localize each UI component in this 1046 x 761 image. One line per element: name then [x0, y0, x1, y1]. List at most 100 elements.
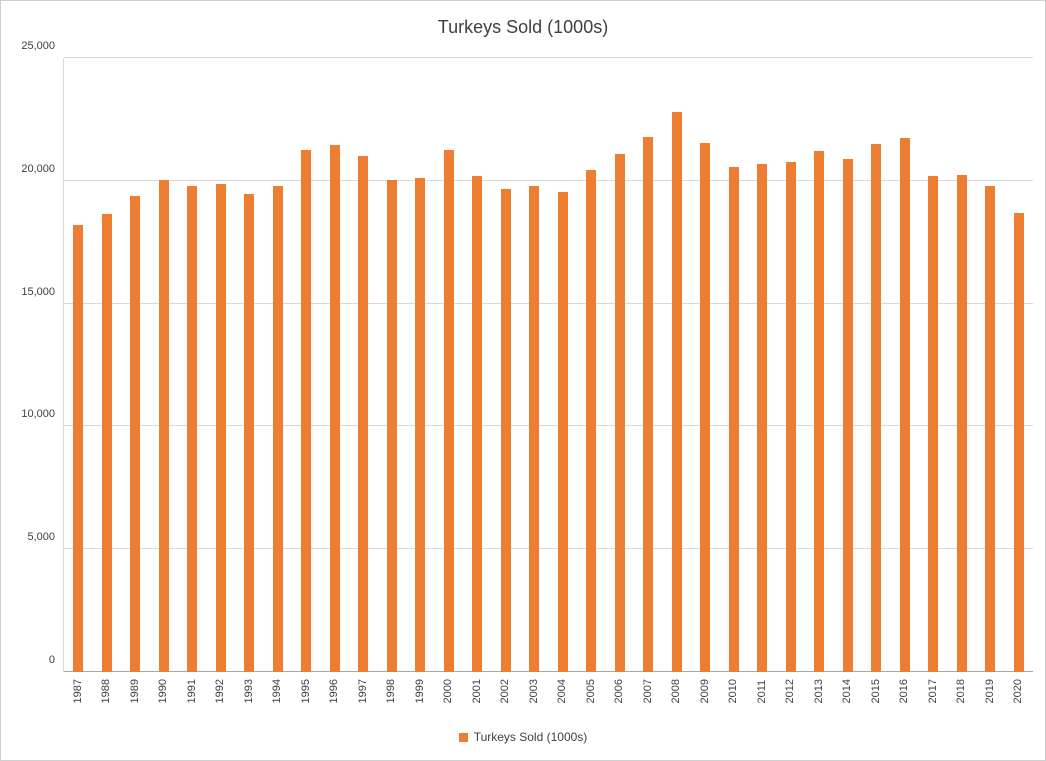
x-axis-label: 2002: [499, 679, 512, 704]
x-axis-label-cell: 2017: [919, 679, 948, 703]
bar-cell: [406, 58, 435, 672]
bar-1996: [329, 145, 340, 672]
bar-2011: [757, 163, 768, 672]
bar-2004: [557, 191, 568, 672]
bar-2003: [529, 185, 540, 672]
plot-area: 0 5,000 10,000 15,000 20,000 25,000 1987 1988 19…: [21, 40, 1033, 703]
gridline: [64, 425, 1033, 427]
x-axis-label: 1995: [299, 679, 312, 704]
x-axis-label-cell: 2009: [691, 679, 720, 703]
x-axis-label-cell: 2005: [577, 679, 606, 703]
y-axis-tick-label: 5,000: [27, 531, 55, 544]
x-axis-label: 2007: [641, 679, 654, 704]
bar-cell: [805, 58, 834, 672]
bar-series: [64, 58, 1033, 672]
bar-cell: [150, 58, 179, 672]
bar-2013: [814, 151, 825, 672]
bar-cell: [891, 58, 920, 672]
x-axis-label-cell: 2014: [834, 679, 863, 703]
x-axis-label: 1996: [328, 679, 341, 704]
x-axis-label-cell: 2013: [805, 679, 834, 703]
legend-swatch-icon: [458, 732, 468, 742]
chart-title: Turkeys Sold (1000s): [437, 17, 609, 37]
x-axis-label: 2016: [898, 679, 911, 704]
bar-1998: [386, 179, 397, 672]
x-axis-label: 2018: [955, 679, 968, 704]
bar-cell: [948, 58, 977, 672]
bar-cell: [663, 58, 692, 672]
bar-cell: [606, 58, 635, 672]
x-axis-label-cell: 2010: [720, 679, 749, 703]
x-axis-label-cell: 1997: [349, 679, 378, 703]
bar-1997: [358, 156, 369, 672]
gridline: [64, 179, 1033, 181]
x-axis-label: 1999: [413, 679, 426, 704]
x-axis-label-cell: 1992: [207, 679, 236, 703]
x-axis-label: 1991: [185, 679, 198, 704]
bar-1989: [130, 195, 141, 672]
x-axis-label-cell: 2015: [862, 679, 891, 703]
bar-cell: [349, 58, 378, 672]
bar-1999: [415, 178, 426, 672]
x-axis-label-cell: 2006: [606, 679, 635, 703]
bar-cell: [748, 58, 777, 672]
bar-2009: [700, 142, 711, 672]
bar-cell: [235, 58, 264, 672]
bar-2005: [586, 169, 597, 672]
bar-cell: [777, 58, 806, 672]
x-axis-label: 2003: [527, 679, 540, 704]
x-axis-label-cell: 2002: [492, 679, 521, 703]
bar-2015: [871, 143, 882, 672]
x-axis-label-cell: 1996: [321, 679, 350, 703]
bar-cell: [93, 58, 122, 672]
gridline: [64, 548, 1033, 550]
bar-cell: [207, 58, 236, 672]
gridline: [64, 302, 1033, 304]
bar-2002: [500, 189, 511, 672]
bar-2014: [842, 158, 853, 672]
gridline: [64, 671, 1033, 672]
bar-cell: [834, 58, 863, 672]
x-axis-label: 1988: [100, 679, 113, 704]
x-axis-label-cell: 2008: [663, 679, 692, 703]
x-axis-label: 1997: [356, 679, 369, 704]
bar-cell: [292, 58, 321, 672]
bar-2012: [785, 162, 796, 672]
x-axis-label-cell: 1994: [264, 679, 293, 703]
x-axis-label: 2010: [727, 679, 740, 704]
bar-cell: [862, 58, 891, 672]
x-axis-label: 1998: [385, 679, 398, 704]
y-axis-tick-label: 15,000: [21, 285, 55, 298]
bar-cell: [720, 58, 749, 672]
x-axis-label-cell: 2000: [435, 679, 464, 703]
bar-2018: [956, 174, 967, 672]
bar-1990: [158, 179, 169, 672]
bar-cell: [463, 58, 492, 672]
x-axis-label-cell: 1988: [93, 679, 122, 703]
y-axis-tick-label: 0: [48, 654, 55, 666]
x-axis-label-cell: 1990: [150, 679, 179, 703]
x-axis-label-cell: 2012: [777, 679, 806, 703]
x-axis-label: 2013: [812, 679, 825, 704]
bar-2016: [899, 137, 910, 672]
y-axis-tick-label: 10,000: [21, 408, 55, 421]
x-axis-labels: 1987 1988 1989 1990 1991 1992 1993 1994 1995 1996…: [64, 679, 1033, 703]
x-axis-label: 2009: [698, 679, 711, 704]
bar-cell: [435, 58, 464, 672]
x-axis-label: 2000: [442, 679, 455, 704]
x-axis-label-cell: 2019: [976, 679, 1005, 703]
bar-cell: [321, 58, 350, 672]
x-axis-label-cell: 2011: [748, 679, 777, 704]
x-axis-label: 1990: [157, 679, 170, 704]
y-axis-tick-label: 20,000: [21, 162, 55, 175]
x-axis-label: 1993: [242, 679, 255, 704]
x-axis-label: 2004: [556, 679, 569, 704]
x-axis-label-cell: 2007: [634, 679, 663, 703]
x-axis-label-cell: 2004: [549, 679, 578, 703]
bar-2010: [728, 167, 739, 672]
bar-1994: [272, 185, 283, 672]
bar-2019: [985, 185, 996, 672]
x-axis-label-cell: 2020: [1005, 679, 1034, 703]
bar-2017: [928, 175, 939, 672]
